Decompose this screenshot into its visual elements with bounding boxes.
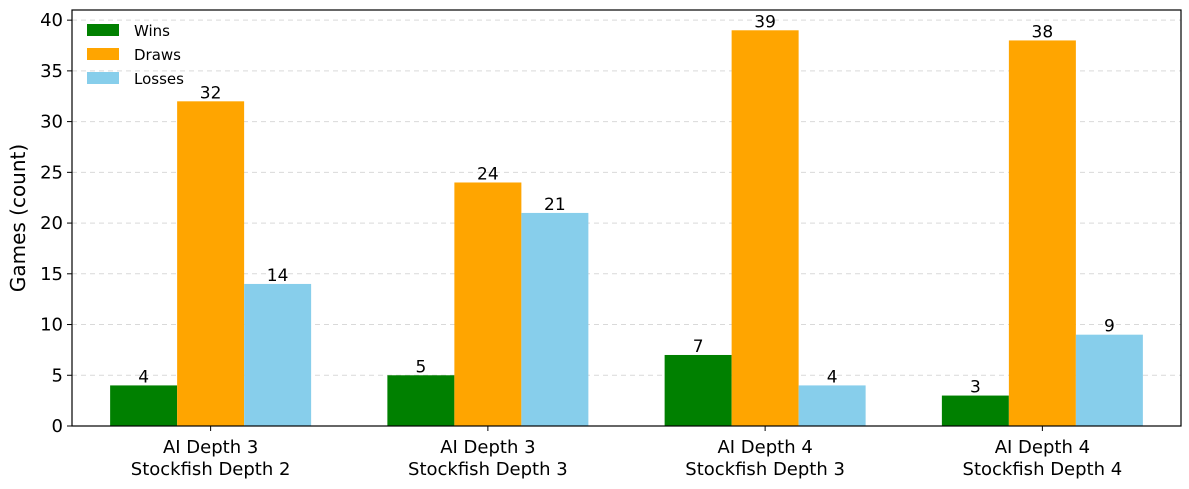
x-tick-label: AI Depth 4 xyxy=(995,437,1090,458)
bar-wins xyxy=(110,385,178,426)
bar-losses xyxy=(798,385,866,426)
y-tick-label: 30 xyxy=(40,112,63,133)
bars xyxy=(110,30,1143,426)
plot-frame xyxy=(71,9,1182,427)
bar-wins xyxy=(941,395,1009,426)
y-tick-label: 0 xyxy=(52,416,63,437)
bar-value-label: 32 xyxy=(200,83,222,103)
legend-swatch-draws xyxy=(87,48,119,60)
bar-value-label: 39 xyxy=(754,12,776,32)
x-tick-label: AI Depth 3 xyxy=(163,437,258,458)
bar-value-label: 4 xyxy=(138,367,149,387)
bar-draws xyxy=(454,182,522,426)
bar-value-label: 4 xyxy=(827,367,838,387)
bar-wins xyxy=(387,375,455,426)
y-tick-label: 40 xyxy=(40,10,63,31)
y-axis-title: Games (count) xyxy=(6,144,30,292)
bar-losses xyxy=(1075,334,1143,426)
legend-label: Draws xyxy=(134,46,181,64)
legend-swatch-losses xyxy=(87,72,119,84)
y-tick-label: 25 xyxy=(40,162,63,183)
bar-value-label: 7 xyxy=(693,337,704,357)
bar-losses xyxy=(244,283,312,426)
y-tick-label: 5 xyxy=(52,365,63,386)
bar-value-label: 21 xyxy=(544,195,566,215)
y-axis-ticks: 0 5 10 15 20 25 30 35 40 xyxy=(40,10,72,437)
y-tick-label: 20 xyxy=(40,213,63,234)
bar-value-label: 9 xyxy=(1104,317,1115,337)
bar-value-label: 5 xyxy=(415,357,426,377)
bar-wins xyxy=(664,354,732,426)
bar-draws xyxy=(177,101,245,426)
y-tick-label: 15 xyxy=(40,264,63,285)
bar-value-label: 14 xyxy=(267,266,289,286)
y-tick-label: 35 xyxy=(40,61,63,82)
x-tick-label: Stockfish Depth 4 xyxy=(963,459,1123,480)
x-tick-label: AI Depth 3 xyxy=(440,437,535,458)
x-tick-label: AI Depth 4 xyxy=(717,437,812,458)
legend-swatch-wins xyxy=(87,24,119,36)
bar-losses xyxy=(521,212,589,426)
bar-value-label: 3 xyxy=(970,378,981,398)
legend-label: Wins xyxy=(134,22,170,40)
x-tick-label: Stockfish Depth 3 xyxy=(408,459,568,480)
y-tick-label: 10 xyxy=(40,315,63,336)
x-tick-label: Stockfish Depth 2 xyxy=(131,459,291,480)
legend-label: Losses xyxy=(134,70,184,88)
bar-draws xyxy=(1008,40,1076,426)
bar-draws xyxy=(731,30,799,426)
data-labels: 4 32 14 5 24 21 7 39 4 3 38 9 xyxy=(138,12,1115,397)
legend: Wins Draws Losses xyxy=(87,22,184,88)
x-tick-label: Stockfish Depth 3 xyxy=(685,459,845,480)
bar-value-label: 24 xyxy=(477,164,499,184)
bar-value-label: 38 xyxy=(1032,22,1054,42)
